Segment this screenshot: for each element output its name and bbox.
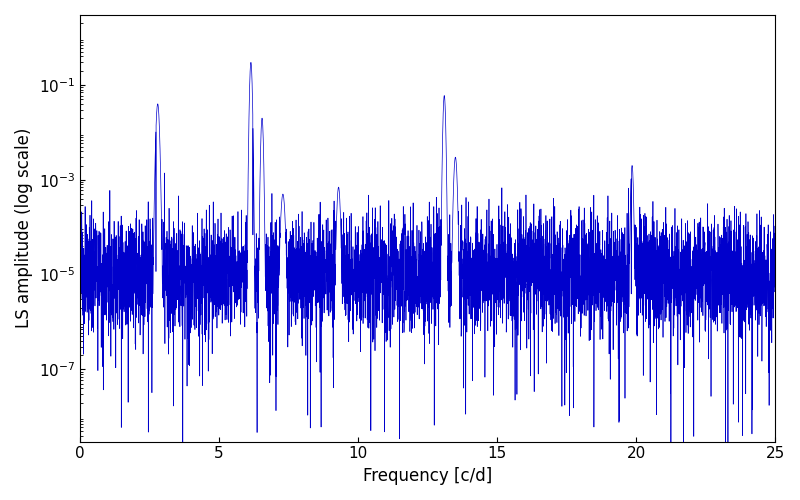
Y-axis label: LS amplitude (log scale): LS amplitude (log scale)	[15, 128, 33, 328]
X-axis label: Frequency [c/d]: Frequency [c/d]	[363, 467, 492, 485]
